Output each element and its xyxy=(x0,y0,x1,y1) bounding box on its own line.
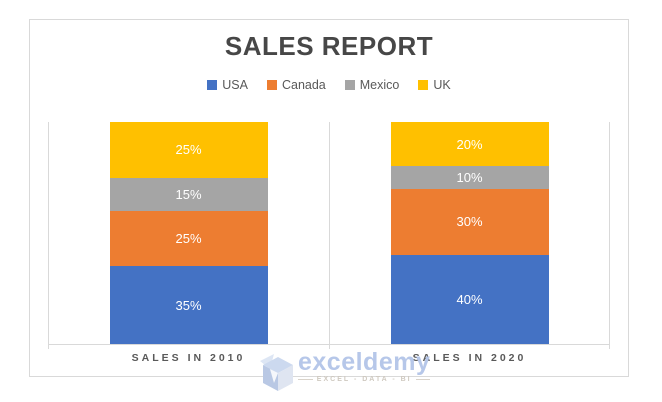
bar-segment-mexico: 15% xyxy=(109,177,268,211)
legend-label: Canada xyxy=(281,78,326,92)
category-axis-label: SALES IN 2020 xyxy=(412,352,527,364)
legend-swatch-icon xyxy=(418,80,429,90)
gridline-right xyxy=(609,122,610,349)
chart-title: SALES REPORT xyxy=(224,31,434,61)
stacked-bar-1: 25% 15% 25% 35% xyxy=(109,122,268,344)
data-label: 25% xyxy=(175,142,202,158)
data-label: 25% xyxy=(175,231,202,247)
data-label: 15% xyxy=(175,186,202,202)
tagline-rule-right xyxy=(415,379,431,380)
category-cell-1: 25% 15% 25% 35% xyxy=(48,122,329,344)
bar-segment-canada: 30% xyxy=(390,188,549,256)
bar-segment-mexico: 10% xyxy=(390,166,549,189)
gridline-middle xyxy=(329,122,330,349)
stacked-bar-2: 20% 10% 30% 40% xyxy=(390,122,549,344)
bar-segment-usa: 35% xyxy=(109,266,268,344)
data-label: 10% xyxy=(456,169,483,185)
data-label: 20% xyxy=(456,136,483,152)
legend-label: UK xyxy=(433,78,451,92)
axis-labels: SALES IN 2010 SALES IN 2020 xyxy=(48,352,610,364)
chart-frame: SALES REPORT USA Canada Mexico UK 25% 15% 25%… xyxy=(29,19,629,391)
watermark-tagline: EXCEL - DATA - BI xyxy=(298,376,431,383)
watermark-tagline-text: EXCEL - DATA - BI xyxy=(316,376,412,383)
bar-segment-usa: 40% xyxy=(390,255,549,344)
legend-item-uk: UK xyxy=(418,78,451,92)
legend: USA Canada Mexico UK xyxy=(30,78,628,92)
data-label: 35% xyxy=(175,297,202,313)
legend-swatch-icon xyxy=(344,80,355,90)
legend-item-mexico: Mexico xyxy=(344,78,400,92)
category-cell-2: 20% 10% 30% 40% xyxy=(329,122,610,344)
data-label: 30% xyxy=(456,214,483,230)
legend-swatch-icon xyxy=(266,80,277,90)
category-axis-label: SALES IN 2010 xyxy=(131,352,246,364)
legend-swatch-icon xyxy=(207,80,218,90)
data-label: 40% xyxy=(456,292,483,308)
bar-segment-uk: 20% xyxy=(390,122,549,167)
legend-label: Mexico xyxy=(359,78,400,92)
plot-area: 25% 15% 25% 35% 20% 10% 30% 40% xyxy=(48,122,610,349)
legend-label: USA xyxy=(222,78,248,92)
tagline-rule-left xyxy=(298,379,313,380)
legend-item-usa: USA xyxy=(207,78,248,92)
gridline-left xyxy=(48,122,49,349)
legend-item-canada: Canada xyxy=(266,78,326,92)
bar-segment-uk: 25% xyxy=(109,122,268,178)
bar-segment-canada: 25% xyxy=(109,210,268,267)
